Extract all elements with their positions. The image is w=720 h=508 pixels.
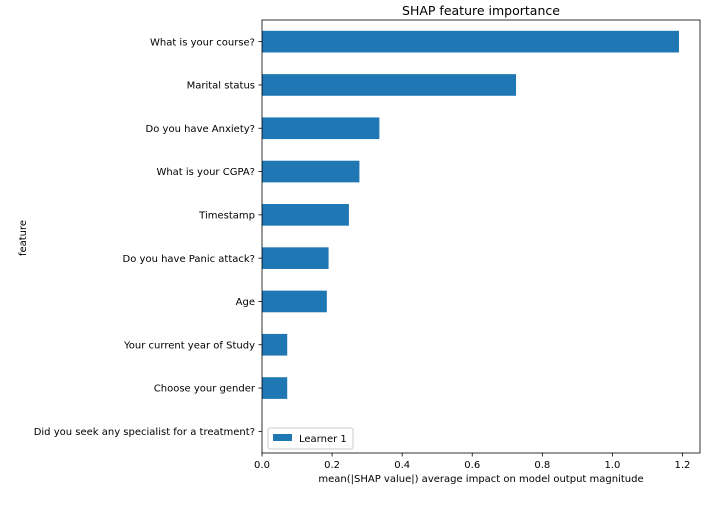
legend-swatch bbox=[273, 434, 292, 441]
y-axis-label: feature bbox=[18, 220, 29, 256]
y-tick-label: Timestamp bbox=[198, 210, 255, 221]
bar bbox=[262, 377, 288, 399]
y-tick-label: Marital status bbox=[187, 81, 255, 92]
bar bbox=[262, 290, 327, 313]
y-tick-label: Choose your gender bbox=[154, 384, 256, 395]
text-layer: SHAP feature importance mean(|SHAP value… bbox=[18, 3, 644, 485]
y-tick-label: What is your CGPA? bbox=[156, 167, 255, 178]
bars-layer bbox=[262, 30, 679, 399]
bar bbox=[262, 247, 329, 269]
axes-layer: What is your course? Marital status Do you… bbox=[34, 19, 701, 471]
y-tick-label: Your current year of Study bbox=[123, 340, 255, 351]
x-tick-label: 1.2 bbox=[675, 460, 691, 471]
x-tick-label: 0.0 bbox=[254, 460, 270, 471]
x-axis-label: mean(|SHAP value|) average impact on mod… bbox=[318, 474, 643, 485]
x-tick-label: 1.0 bbox=[604, 460, 620, 471]
bar bbox=[262, 204, 349, 226]
y-tick-label: Did you seek any specialist for a treatm… bbox=[34, 427, 255, 438]
chart-title: SHAP feature importance bbox=[402, 3, 560, 18]
y-tick-label: Do you have Anxiety? bbox=[146, 124, 255, 135]
y-tick-label: What is your course? bbox=[150, 37, 255, 48]
bar bbox=[262, 160, 360, 183]
bar bbox=[262, 30, 679, 53]
x-tick-label: 0.4 bbox=[394, 460, 410, 471]
y-tick-label: Do you have Panic attack? bbox=[123, 254, 255, 265]
bar bbox=[262, 74, 517, 96]
legend: Learner 1 bbox=[267, 427, 354, 450]
y-tick-label: Age bbox=[236, 297, 255, 308]
legend-box bbox=[267, 427, 354, 450]
bar bbox=[262, 333, 288, 356]
x-tick-label: 0.8 bbox=[534, 460, 550, 471]
x-tick-label: 0.6 bbox=[464, 460, 480, 471]
bar bbox=[262, 117, 380, 140]
legend-label: Learner 1 bbox=[299, 434, 347, 445]
plot-frame bbox=[261, 19, 701, 454]
x-tick-label: 0.2 bbox=[324, 460, 340, 471]
